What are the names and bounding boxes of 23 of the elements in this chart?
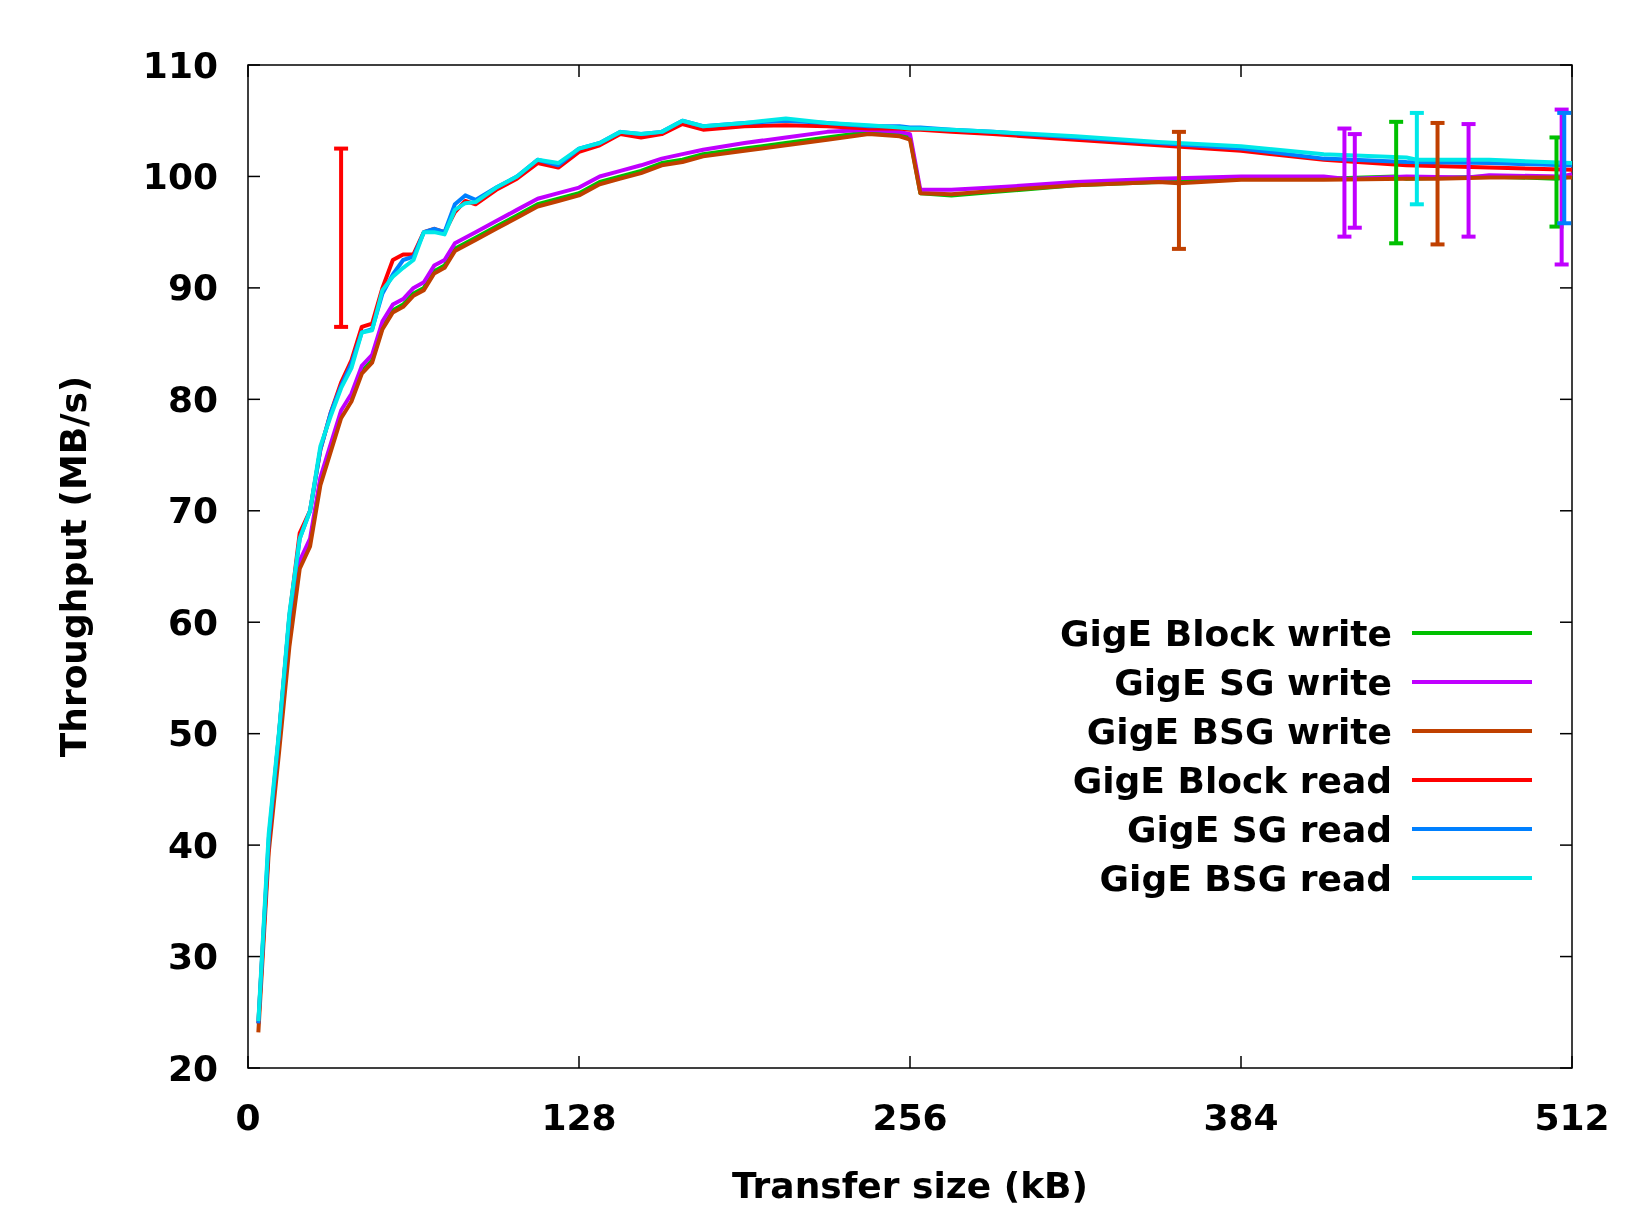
legend-label: GigE BSG read: [1099, 857, 1392, 899]
x-tick-label: 384: [1203, 1097, 1279, 1138]
x-tick-label: 256: [872, 1097, 948, 1138]
y-tick-label: 50: [167, 713, 218, 755]
x-tick-label: 512: [1534, 1097, 1610, 1138]
y-tick-label: 20: [167, 1047, 218, 1089]
x-tick-label: 128: [541, 1097, 617, 1138]
x-tick-label: 0: [235, 1097, 261, 1138]
y-axis-title: Throughput (MB/s): [53, 375, 94, 758]
y-tick-label: 40: [167, 824, 218, 866]
y-tick-label: 100: [142, 156, 218, 198]
legend-label: GigE Block write: [1059, 612, 1392, 654]
y-tick-label: 90: [167, 267, 218, 309]
y-tick-label: 60: [167, 601, 218, 643]
legend-label: GigE Block read: [1072, 759, 1392, 801]
x-axis-title: Transfer size (kB): [731, 1165, 1089, 1206]
legend-label: GigE SG read: [1126, 808, 1392, 850]
y-tick-label: 70: [167, 490, 218, 532]
legend-label: GigE BSG write: [1086, 710, 1392, 752]
y-tick-label: 30: [167, 936, 218, 978]
y-tick-label: 110: [142, 44, 218, 86]
y-tick-label: 80: [167, 378, 218, 420]
legend-label: GigE SG write: [1114, 661, 1392, 703]
